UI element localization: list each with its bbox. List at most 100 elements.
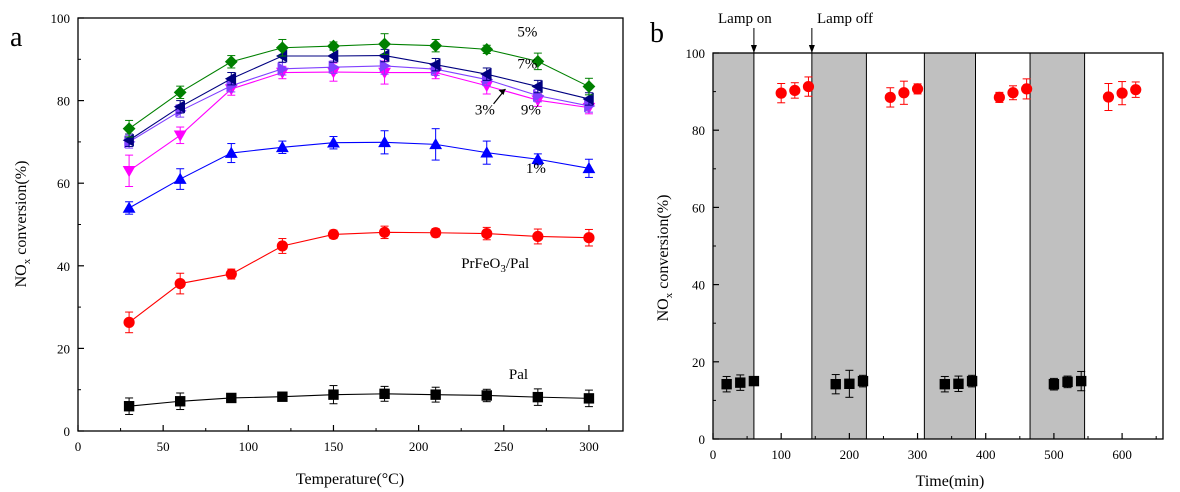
series-annotation: PrFeO3/Pal — [461, 256, 529, 275]
y-tick-label: 80 — [692, 123, 705, 138]
data-point — [721, 378, 732, 390]
data-point — [531, 152, 545, 165]
y-tick-label: 100 — [686, 46, 706, 61]
x-tick-label: 150 — [324, 439, 344, 454]
x-tick-label: 200 — [409, 439, 429, 454]
data-point — [481, 390, 492, 401]
y-tick-label: 20 — [692, 355, 705, 370]
x-tick-label: 600 — [1112, 447, 1132, 462]
data-point — [378, 135, 391, 148]
data-point — [173, 130, 187, 142]
panel-b: b 0 100 200 300 400 500 600 0 20 40 60 80 100 Time(m… — [650, 11, 1164, 490]
y-tick-label: 0 — [699, 432, 706, 447]
data-point — [173, 100, 185, 114]
series-line — [129, 393, 589, 407]
data-point — [911, 83, 924, 95]
panel-b-lamp-annotations: Lamp on Lamp off — [718, 11, 873, 53]
data-point — [582, 92, 594, 106]
data-point — [224, 146, 238, 158]
data-point — [327, 228, 340, 241]
y-tick-label: 20 — [57, 341, 70, 356]
series-annotation: 3% — [475, 103, 495, 119]
x-tick-label: 0 — [75, 439, 82, 454]
data-point — [327, 136, 340, 148]
data-point — [173, 172, 187, 184]
data-point — [1116, 87, 1128, 99]
data-point — [582, 80, 596, 93]
x-tick-label: 400 — [976, 447, 996, 462]
data-point — [481, 227, 493, 240]
series-line — [128, 55, 590, 141]
data-point — [884, 91, 896, 103]
lamp-arrowhead — [750, 45, 757, 53]
data-point — [735, 377, 746, 388]
y-tick-label: 60 — [57, 176, 70, 191]
x-tick-label: 50 — [157, 439, 170, 454]
panel-a-plot-marks — [122, 33, 596, 415]
panel-b-y-axis-label: NOx conversion(%) — [655, 195, 675, 322]
data-point — [174, 396, 186, 407]
data-point — [327, 49, 339, 63]
data-point — [844, 378, 855, 390]
data-point — [429, 58, 441, 72]
data-point — [224, 55, 238, 69]
panel-b-x-axis-label: Time(min) — [916, 473, 985, 490]
data-point — [328, 389, 339, 400]
series-line — [128, 65, 590, 143]
series-annotation: 1% — [526, 161, 546, 177]
lamp-off-shaded-region — [923, 52, 977, 440]
x-tick-label: 0 — [710, 447, 717, 462]
data-point — [378, 49, 390, 62]
data-point — [173, 85, 187, 99]
data-point — [277, 391, 288, 402]
panel-b-plot-marks — [712, 52, 1142, 440]
data-point — [532, 230, 544, 243]
panel-a-x-axis-label: Temperature(°C) — [296, 471, 404, 488]
data-point — [789, 84, 801, 97]
data-point — [275, 41, 289, 55]
y-tick-label: 100 — [51, 11, 71, 26]
y-tick-label: 0 — [64, 424, 71, 439]
data-point — [583, 232, 595, 244]
series-PrFeO3/Pal — [123, 225, 595, 334]
data-point — [1102, 91, 1115, 103]
data-point — [429, 39, 443, 53]
panel-a-y-axis-label: NOx conversion(%) — [13, 161, 33, 288]
data-point — [327, 39, 340, 53]
data-point — [379, 388, 390, 400]
data-point — [226, 79, 238, 93]
data-point — [993, 91, 1005, 103]
data-point — [1007, 87, 1019, 99]
data-point — [583, 393, 595, 404]
data-point — [378, 37, 391, 51]
series-line — [128, 231, 589, 323]
data-point — [1048, 378, 1060, 390]
series-1% — [122, 128, 596, 215]
series-line — [128, 141, 590, 209]
data-point — [328, 60, 340, 74]
data-point — [174, 277, 186, 290]
lamp-off-shaded-region — [1029, 52, 1086, 440]
series-line — [128, 43, 590, 130]
lamp-annotation: Lamp on — [718, 11, 772, 27]
series-5% — [122, 33, 596, 138]
data-point — [531, 54, 545, 68]
data-point — [379, 59, 391, 73]
series-light — [775, 76, 1142, 112]
data-point — [225, 268, 237, 280]
x-tick-label: 250 — [494, 439, 514, 454]
annotation-arrowhead — [498, 89, 506, 96]
data-point — [775, 87, 787, 99]
series-Pal — [123, 385, 595, 415]
data-point — [226, 392, 237, 404]
series-3% — [122, 60, 596, 188]
data-point — [939, 378, 951, 390]
data-point — [1062, 376, 1073, 388]
data-point — [802, 80, 815, 93]
x-tick-label: 300 — [579, 439, 599, 454]
x-tick-label: 200 — [840, 447, 860, 462]
data-point — [429, 137, 443, 150]
panel-b-label: b — [650, 18, 664, 49]
data-point — [1021, 83, 1033, 95]
